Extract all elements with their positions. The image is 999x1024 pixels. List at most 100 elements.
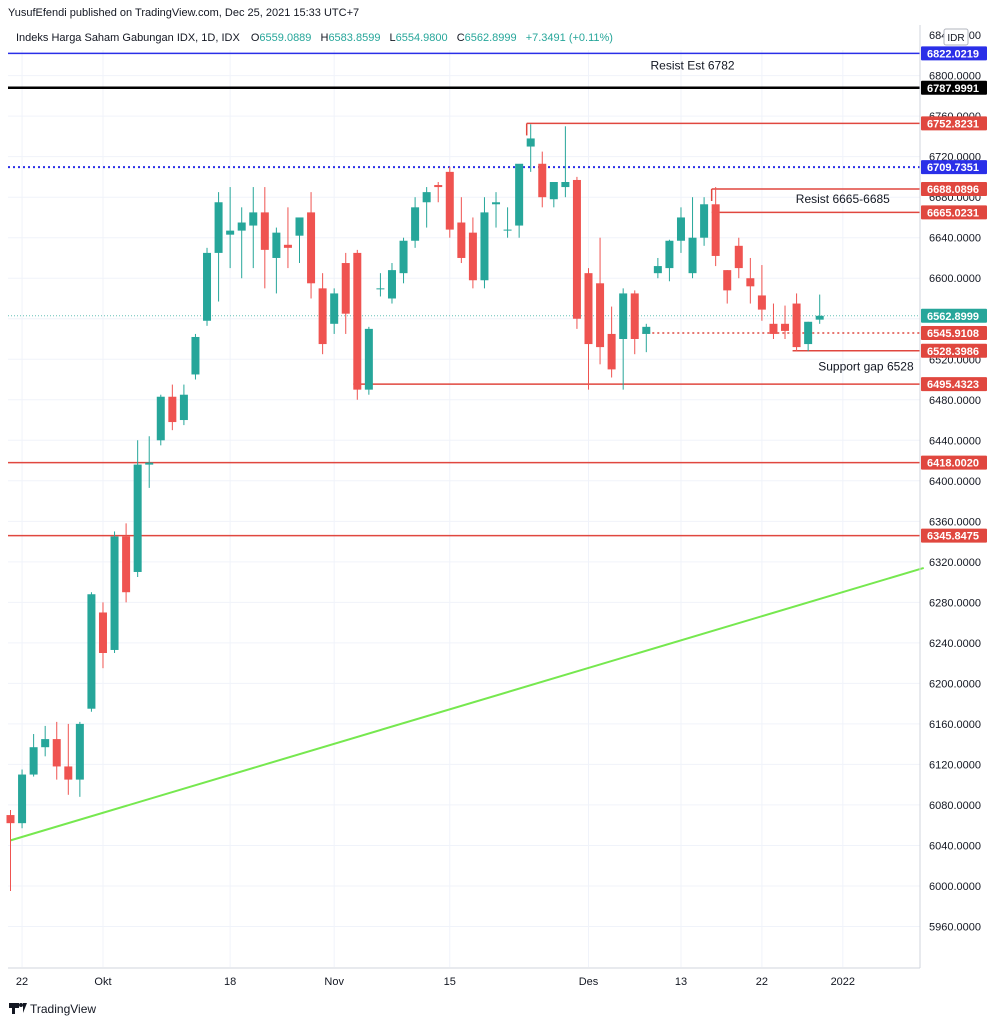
candle-body — [376, 288, 385, 290]
candle — [110, 531, 119, 653]
price-axis[interactable]: 5960.0000 6000.0000 6040.0000 6080.0000 6120… — [919, 25, 981, 968]
candle — [515, 163, 524, 238]
candle — [203, 247, 212, 326]
level-badge — [921, 160, 987, 175]
price-tick-label: 6080.0000 — [929, 800, 981, 812]
candle — [237, 207, 246, 279]
candle-body — [757, 295, 766, 310]
segment-badge — [921, 343, 987, 358]
segment-badge-text: 6688.0896 — [927, 184, 979, 196]
candle — [445, 166, 454, 238]
candle-body — [307, 212, 316, 284]
published-text: YusufEfendi published on TradingView.com… — [8, 7, 359, 19]
time-axis[interactable]: 22 Okt 18 Nov 15 Des 13 22 2022 — [8, 967, 920, 988]
candle — [642, 323, 651, 353]
candle — [549, 182, 558, 208]
annotation-text: Support gap 6528 — [818, 359, 914, 373]
currency-box[interactable]: IDR — [943, 28, 969, 46]
candle — [87, 592, 96, 712]
candle — [145, 436, 154, 488]
candle-body — [630, 293, 639, 339]
candle-body — [492, 202, 501, 205]
candle-body — [584, 273, 593, 345]
level-badge-text: 6787.9991 — [927, 83, 979, 95]
segment-badge — [921, 377, 987, 392]
candle-body — [665, 240, 674, 269]
candle — [330, 288, 339, 334]
candle — [584, 268, 593, 390]
candle-body — [804, 321, 813, 345]
candle-body — [237, 222, 246, 231]
candles — [6, 124, 824, 892]
candle-body — [792, 303, 801, 348]
candle — [480, 197, 489, 289]
price-tick-label: 6160.0000 — [929, 719, 981, 731]
candle-body — [156, 396, 165, 441]
time-tick-label: 13 — [675, 976, 687, 988]
candle-body — [538, 163, 547, 198]
last-price-badge-text: 6562.8999 — [927, 311, 979, 323]
candle — [376, 273, 385, 297]
candle — [341, 252, 350, 334]
candle — [734, 237, 743, 279]
candle-body — [746, 278, 755, 287]
candle — [399, 237, 408, 284]
candle-body — [688, 237, 697, 274]
price-tick-label: 6360.0000 — [929, 516, 981, 528]
candle — [711, 187, 720, 267]
candle-body — [168, 396, 177, 423]
candle-body — [122, 536, 131, 593]
candle-body — [676, 217, 685, 241]
candle — [214, 192, 223, 302]
candle-body — [75, 723, 84, 780]
candle — [596, 237, 605, 365]
candle-body — [214, 202, 223, 253]
level-badge — [921, 528, 987, 543]
price-tick-label: 6440.0000 — [929, 435, 981, 447]
close-value: 6562.8999 — [465, 32, 517, 44]
candle-body — [723, 270, 732, 291]
candle-body — [203, 252, 212, 321]
candle-body — [769, 323, 778, 334]
candle-body — [260, 212, 269, 250]
candle — [353, 249, 362, 400]
change-value: +7.3491 (+0.11%) — [526, 32, 613, 44]
price-tick-label: 6640.0000 — [929, 233, 981, 245]
price-tick-label: 6240.0000 — [929, 638, 981, 650]
candle-body — [364, 328, 373, 390]
price-tick-label: 6320.0000 — [929, 557, 981, 569]
candle-body — [572, 179, 581, 319]
candle — [283, 207, 292, 269]
candle — [723, 270, 732, 304]
candle — [804, 321, 813, 352]
candle — [688, 197, 697, 279]
candle — [769, 303, 778, 339]
candle — [29, 734, 38, 777]
time-tick-label: 18 — [224, 976, 236, 988]
annotation-text: Resist Est 6782 — [651, 59, 735, 73]
candle — [815, 294, 824, 324]
candle-body — [607, 333, 616, 370]
time-tick-label: 15 — [444, 976, 456, 988]
candle-body — [549, 182, 558, 200]
candle-body — [272, 232, 281, 258]
symbol-name[interactable]: Indeks Harga Saham Gabungan IDX, 1D, IDX — [16, 32, 240, 44]
candle-body — [133, 464, 142, 572]
horizontal-levels[interactable] — [8, 52, 920, 537]
candle — [226, 187, 235, 269]
level-badge — [921, 80, 987, 95]
candle — [572, 176, 581, 329]
candle — [364, 326, 373, 395]
candle-body — [468, 232, 477, 281]
candle-body — [445, 171, 454, 230]
candle-body — [98, 612, 107, 653]
annotations: Resist Est 6782 Resist 6665-6685 Support g… — [651, 59, 914, 374]
trendline[interactable] — [10, 566, 925, 842]
candle — [387, 263, 396, 304]
legend-line: Indeks Harga Saham Gabungan IDX, 1D, IDX… — [16, 32, 613, 44]
time-tick-label: 22 — [16, 976, 28, 988]
candle-body — [711, 204, 720, 256]
candle — [746, 257, 755, 304]
segment-badge — [921, 181, 987, 196]
